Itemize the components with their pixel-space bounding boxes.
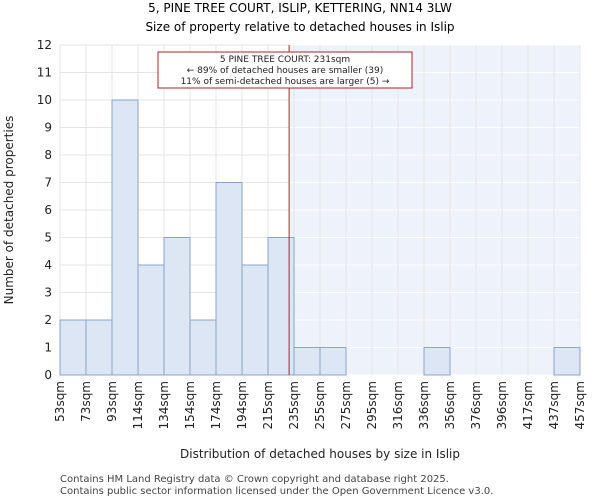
y-axis-label: Number of detached properties <box>2 116 16 305</box>
y-tick-label: 7 <box>44 176 52 190</box>
y-tick-label: 8 <box>44 148 52 162</box>
x-tick-label: 437sqm <box>547 381 561 429</box>
bars <box>59 99 581 376</box>
x-tick-label: 316sqm <box>391 381 405 429</box>
y-tick-label: 12 <box>37 38 52 52</box>
x-tick-label: 376sqm <box>469 381 483 429</box>
y-tick-label: 4 <box>44 258 52 272</box>
x-tick-labels: 53sqm 73sqm 93sqm 114sqm 134sqm 154sqm 174sqm 1… <box>53 381 587 429</box>
bar <box>111 99 139 376</box>
x-tick-label: 215sqm <box>261 381 275 429</box>
y-tick-label: 6 <box>44 203 52 217</box>
bar <box>293 347 321 376</box>
x-tick-label: 174sqm <box>209 381 223 429</box>
footer-line-2: Contains public sector information licen… <box>60 486 493 497</box>
bar <box>319 347 347 376</box>
x-tick-label: 417sqm <box>521 381 535 429</box>
y-tick-label: 5 <box>44 231 52 245</box>
bar <box>85 319 113 376</box>
x-tick-label: 194sqm <box>235 381 249 429</box>
y-tick-label: 1 <box>44 341 52 355</box>
bar <box>59 319 87 376</box>
annotation-line-2: ← 89% of detached houses are smaller (39… <box>187 66 384 76</box>
x-tick-label: 235sqm <box>287 381 301 429</box>
x-tick-label: 396sqm <box>495 381 509 429</box>
chart-title: 5, PINE TREE COURT, ISLIP, KETTERING, NN… <box>148 1 452 15</box>
x-tick-label: 275sqm <box>339 381 353 429</box>
y-tick-label: 3 <box>44 286 52 300</box>
bar <box>553 347 581 376</box>
x-tick-label: 255sqm <box>313 381 327 429</box>
x-axis-label: Distribution of detached houses by size … <box>180 447 460 461</box>
x-tick-label: 356sqm <box>443 381 457 429</box>
x-tick-label: 93sqm <box>105 381 119 422</box>
y-tick-label: 11 <box>37 66 52 80</box>
annotation-box <box>157 51 413 89</box>
x-tick-label: 53sqm <box>53 381 67 422</box>
x-tick-label: 134sqm <box>157 381 171 429</box>
bar <box>137 264 165 376</box>
x-tick-label: 154sqm <box>183 381 197 429</box>
annotation-line-3: 11% of semi-detached houses are larger (… <box>181 77 390 87</box>
bar <box>189 319 217 376</box>
footer-line-1: Contains HM Land Registry data © Crown c… <box>60 474 449 485</box>
x-tick-label: 457sqm <box>573 381 587 429</box>
bar <box>215 182 243 376</box>
annotation-line-1: 5 PINE TREE COURT: 231sqm <box>220 55 350 65</box>
y-tick-label: 2 <box>44 313 52 327</box>
x-tick-label: 295sqm <box>365 381 379 429</box>
bar <box>241 264 269 376</box>
x-tick-label: 114sqm <box>131 381 145 429</box>
chart-subtitle: Size of property relative to detached ho… <box>145 20 454 34</box>
y-tick-label: 9 <box>44 121 52 135</box>
bar <box>163 237 191 376</box>
y-tick-label: 10 <box>37 93 52 107</box>
y-tick-label: 0 <box>44 368 52 382</box>
bar <box>267 237 295 376</box>
bar <box>423 347 451 376</box>
x-tick-label: 73sqm <box>79 381 93 422</box>
x-tick-label: 336sqm <box>417 381 431 429</box>
